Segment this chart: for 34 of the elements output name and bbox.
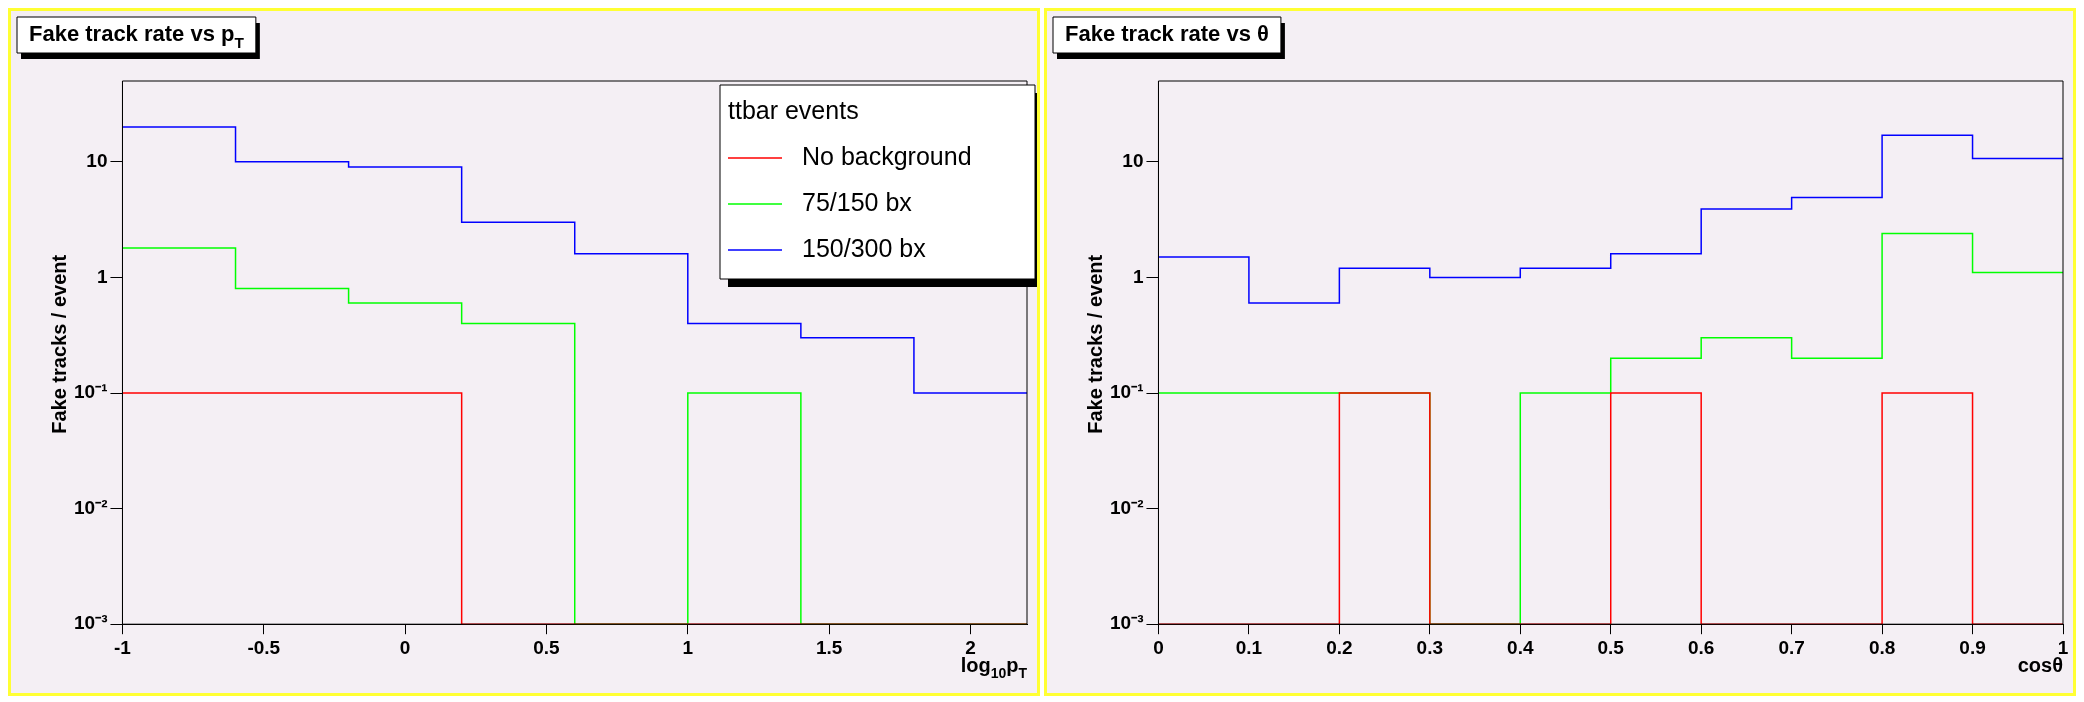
y-tick-label: 10⁻² (1109, 496, 1144, 518)
x-tick-label: 2 (965, 636, 976, 658)
x-tick-label: 0.3 (1416, 636, 1444, 658)
y-tick-label: 10⁻³ (73, 612, 108, 634)
x-tick-label: 0.5 (1597, 636, 1625, 658)
x-tick-label: 0.5 (533, 636, 561, 658)
x-tick-label: 0.4 (1507, 636, 1534, 658)
x-tick-label: 0 (1153, 636, 1164, 658)
x-tick-label: 0.9 (1959, 636, 1986, 658)
y-axis-title: Fake tracks / event (1083, 254, 1106, 434)
y-tick-label: 10 (86, 150, 108, 172)
y-tick-label: 10 (1122, 150, 1144, 172)
y-tick-label: 10⁻¹ (1109, 381, 1144, 403)
y-tick-label: 10⁻² (73, 496, 108, 518)
x-tick-label: 0.6 (1687, 636, 1715, 658)
x-tick-label: 0.2 (1326, 636, 1353, 658)
y-tick-label: 1 (96, 265, 108, 287)
chart-title: Fake track rate vs θ (1065, 21, 1269, 47)
x-tick-label: 0.8 (1868, 636, 1896, 658)
y-tick-label: 10⁻³ (1109, 612, 1144, 634)
legend-label: No background (802, 141, 972, 170)
y-tick-label: 1 (1132, 265, 1144, 287)
legend-label: 75/150 bx (802, 187, 913, 216)
x-tick-label: 0.7 (1778, 636, 1805, 658)
x-tick-label: -1 (114, 636, 132, 658)
y-axis-title: Fake tracks / event (47, 254, 70, 434)
y-tick-label: 10⁻¹ (73, 381, 108, 403)
x-tick-label: -0.5 (247, 636, 281, 658)
x-tick-label: 0.1 (1235, 636, 1263, 658)
x-tick-label: 1 (682, 636, 694, 658)
legend-title: ttbar events (728, 95, 859, 124)
x-tick-label: 0 (399, 636, 411, 658)
legend-label: 150/300 bx (802, 233, 927, 262)
x-tick-label: 1.5 (815, 636, 843, 658)
